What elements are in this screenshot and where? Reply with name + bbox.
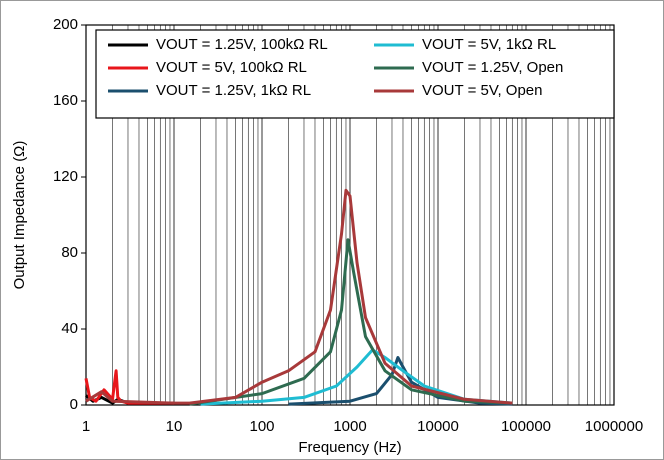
y-axis-title: Output Impedance (Ω) [11,141,28,290]
legend-label: VOUT = 1.25V, Open [422,59,563,76]
legend-label: VOUT = 5V, 1kΩ RL [422,36,556,53]
x-tick-label: 1 [82,418,90,435]
x-tick-label: 10 [166,418,183,435]
x-tick-label: 100 [249,418,274,435]
x-tick-label: 1000000 [585,418,643,435]
y-tick-label: 80 [61,244,78,261]
x-tick-label: 100000 [501,418,551,435]
legend-label: VOUT = 5V, Open [422,82,543,99]
y-tick-label: 160 [53,92,78,109]
x-tick-label: 1000 [333,418,366,435]
y-tick-label: 120 [53,168,78,185]
plot-border [85,24,615,406]
y-tick-label: 200 [53,16,78,33]
series-line [85,188,513,405]
legend-label: VOUT = 5V, 100kΩ RL [156,59,307,76]
y-tick-label: 0 [70,396,78,413]
legend-label: VOUT = 1.25V, 1kΩ RL [156,82,311,99]
legend-box [95,29,615,119]
x-axis-title: Frequency (Hz) [298,439,401,456]
legend-label: VOUT = 1.25V, 100kΩ RL [156,36,328,53]
y-tick-label: 40 [61,320,78,337]
series-line [189,238,513,406]
x-tick-label: 10000 [417,418,459,435]
